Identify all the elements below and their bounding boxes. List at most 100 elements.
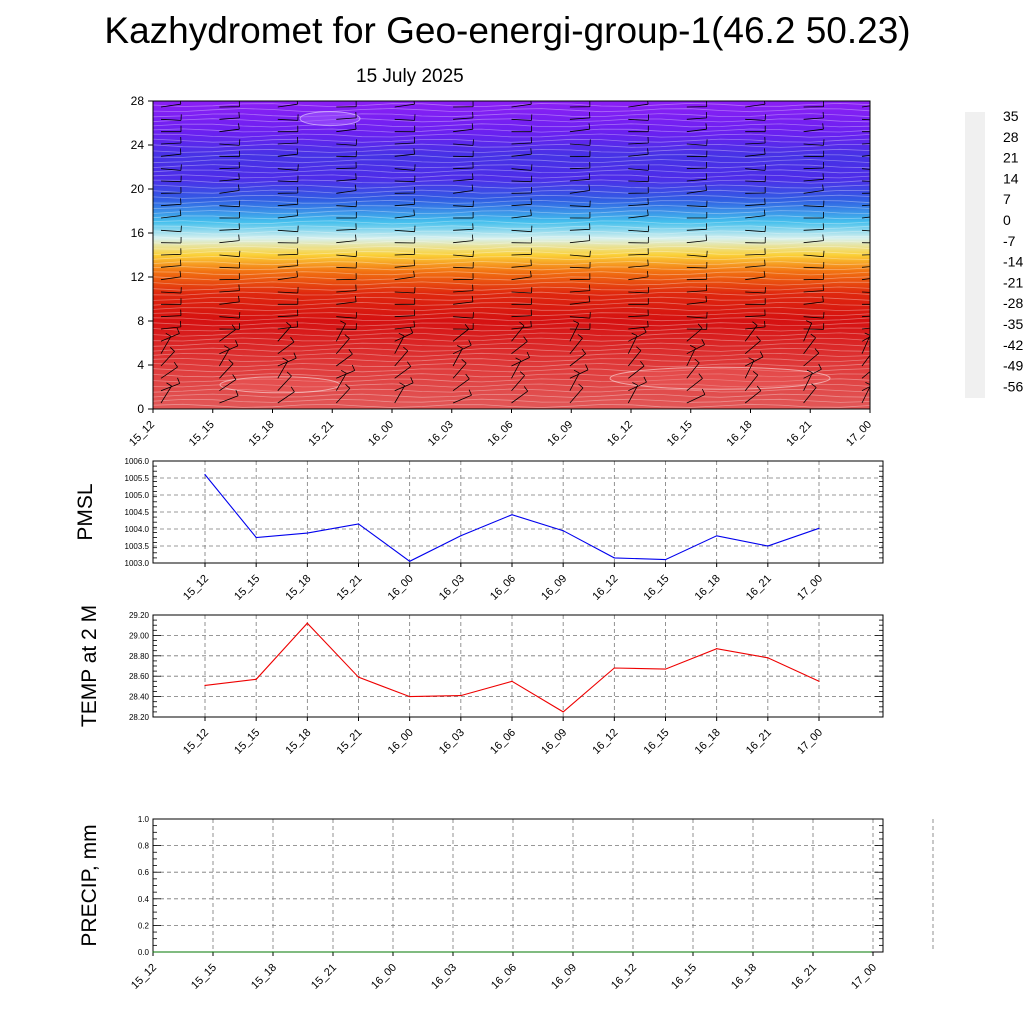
data-point [272, 951, 274, 953]
wind-barb [628, 136, 649, 145]
x-tick-label: 16_00 [366, 419, 396, 449]
contour-line [153, 352, 870, 357]
x-tick-label: 16_03 [437, 727, 467, 757]
x-tick-label: 16_15 [642, 573, 672, 603]
wind-barb [277, 125, 299, 133]
wind-barb [861, 254, 870, 256]
y-tick-label: 28.20 [129, 713, 150, 722]
x-tick-label: 17_00 [844, 419, 874, 449]
wind-barb [861, 105, 870, 108]
y-tick-label: 1005.0 [125, 491, 150, 500]
wind-barb [861, 278, 870, 281]
data-point [664, 559, 667, 561]
contour-line [153, 118, 870, 123]
wind-barb [745, 351, 764, 367]
wind-barb [803, 161, 824, 170]
colorbar-label: -7 [1003, 233, 1016, 249]
contour-line [153, 133, 870, 138]
y-tick-label: 0.2 [138, 921, 150, 930]
wind-barb [803, 333, 816, 354]
wind-barb [861, 327, 870, 330]
contour-line [153, 184, 870, 189]
wind-barb [686, 101, 708, 108]
wind-barb [628, 114, 649, 121]
data-point [357, 676, 360, 678]
wind-barb [394, 125, 416, 133]
contour-line [153, 312, 870, 317]
wind-barb [453, 295, 474, 305]
wind-barb [569, 250, 591, 258]
wind-barb [219, 123, 240, 133]
x-tick-label: 15_21 [306, 419, 336, 449]
contour-line [153, 235, 870, 240]
data-point [716, 535, 718, 537]
wind-barb [160, 225, 182, 233]
colorbar-bar [965, 112, 985, 398]
y-tick-label: 0.0 [138, 948, 150, 957]
wind-barb [336, 150, 357, 158]
contour-line [153, 398, 870, 403]
wind-barb [511, 209, 532, 219]
data-point [810, 951, 812, 953]
wind-barb [627, 332, 638, 354]
wind-barb [511, 386, 529, 404]
data-point [562, 711, 564, 713]
data-point [409, 560, 411, 562]
x-tick-label: 15_12 [129, 962, 159, 992]
wind-barb [335, 369, 347, 391]
wind-barb [394, 332, 405, 354]
data-point [357, 523, 360, 525]
y-tick-label: 1005.5 [125, 474, 150, 483]
wind-barb [453, 261, 474, 269]
wind-barb [336, 123, 357, 133]
wind-barb [160, 320, 182, 330]
wind-barb [219, 200, 241, 208]
wind-barb [569, 111, 591, 120]
data-point [204, 474, 206, 476]
wind-barb [394, 236, 416, 244]
wind-barb [628, 270, 649, 281]
wind-barb [394, 346, 409, 367]
wind-barb [861, 216, 870, 219]
data-point [306, 532, 308, 534]
wind-barb [277, 357, 289, 379]
data-point [664, 668, 667, 670]
wind-barb [394, 382, 406, 404]
wind-barb [277, 321, 292, 342]
pmsl-axis-label: PMSL [74, 483, 97, 540]
wind-barb [511, 114, 533, 121]
wind-barb [686, 388, 706, 404]
x-tick-label: 15_15 [189, 962, 219, 992]
wind-barb [160, 164, 182, 171]
wind-barb [219, 324, 236, 342]
wind-barb [277, 371, 292, 391]
contour-line [153, 342, 870, 347]
colorbar-label: 0 [1003, 212, 1011, 228]
contour-line [153, 276, 870, 281]
wind-barb [219, 323, 240, 330]
wind-barb [861, 291, 870, 293]
contour-line [153, 291, 870, 296]
wind-barb [686, 339, 705, 355]
wind-barb [686, 295, 707, 305]
wind-barb [219, 359, 234, 379]
x-tick-label: 16_12 [605, 419, 635, 449]
x-tick-label: 15_12 [181, 727, 211, 757]
contour-line [153, 368, 870, 373]
wind-barb [219, 139, 241, 146]
wind-barb [219, 161, 240, 170]
wind-barb [628, 248, 649, 256]
wind-barb [219, 295, 240, 305]
wind-barb [686, 212, 708, 219]
wind-barb [453, 184, 474, 194]
wind-barb [628, 298, 649, 305]
x-tick-label: 15_15 [187, 419, 217, 449]
x-tick-label: 15_21 [309, 962, 339, 992]
wind-barb [628, 198, 649, 207]
contour-line [153, 189, 870, 194]
wind-barb [744, 335, 761, 355]
wind-barb [686, 139, 708, 146]
precip-panel: 0.0 0.2 0.4 0.6 0.8 1.0 15_12 15_15 15_18 15_21 16… [78, 815, 934, 992]
contour-line [153, 169, 870, 174]
y-tick-label: 20 [131, 182, 145, 196]
